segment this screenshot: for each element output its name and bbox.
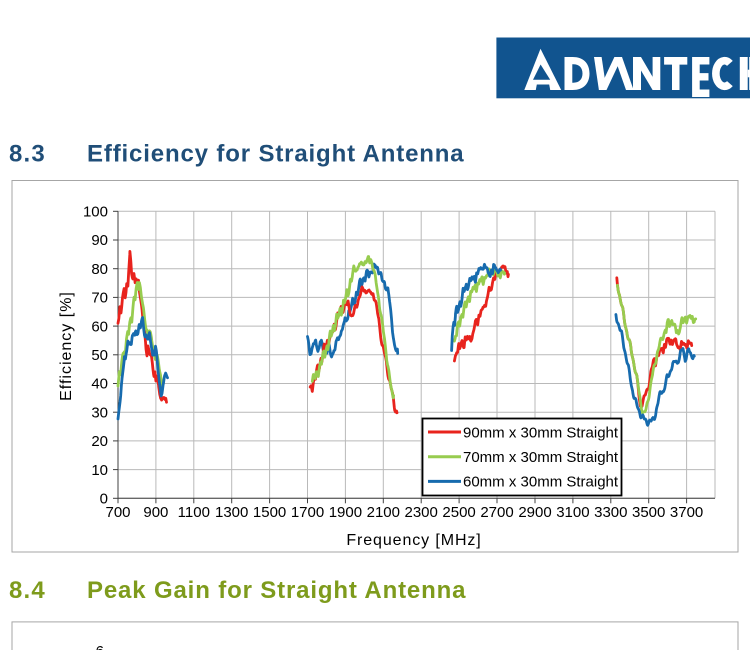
svg-text:2500: 2500 [442,504,475,521]
svg-text:8.3: 8.3 [9,141,46,168]
svg-text:900: 900 [143,504,168,521]
svg-text:70: 70 [91,290,108,307]
svg-text:60mm x 30mm Straight: 60mm x 30mm Straight [463,474,619,491]
svg-text:Frequency [MHz]: Frequency [MHz] [346,532,481,549]
svg-text:2700: 2700 [480,504,513,521]
svg-text:2300: 2300 [405,504,438,521]
svg-text:90mm x 30mm Straight: 90mm x 30mm Straight [463,424,619,441]
svg-text:10: 10 [91,462,108,479]
svg-text:Efficiency for Straight Antenn: Efficiency for Straight Antenna [87,141,465,168]
svg-text:8.4: 8.4 [9,577,46,604]
svg-text:3500: 3500 [632,504,665,521]
svg-text:3100: 3100 [556,504,589,521]
svg-text:2100: 2100 [367,504,400,521]
svg-text:6: 6 [96,643,104,650]
svg-text:90: 90 [91,232,108,249]
svg-text:3700: 3700 [670,504,703,521]
svg-text:40: 40 [91,376,108,393]
svg-text:60: 60 [91,318,108,335]
svg-text:1700: 1700 [291,504,324,521]
svg-text:1500: 1500 [253,504,286,521]
svg-text:70mm x 30mm Straight: 70mm x 30mm Straight [463,449,619,466]
svg-text:1900: 1900 [329,504,362,521]
svg-text:1100: 1100 [178,504,210,521]
svg-text:Peak Gain for Straight Antenna: Peak Gain for Straight Antenna [87,577,466,604]
svg-text:3300: 3300 [594,504,627,521]
svg-text:30: 30 [91,404,108,421]
svg-text:700: 700 [105,504,130,521]
svg-text:20: 20 [91,433,108,450]
svg-text:80: 80 [91,261,108,278]
svg-text:Efficiency [%]: Efficiency [%] [58,291,75,401]
svg-text:50: 50 [91,347,108,364]
svg-text:2900: 2900 [518,504,551,521]
svg-text:0: 0 [100,491,108,508]
svg-text:1300: 1300 [215,504,248,521]
svg-text:100: 100 [83,204,108,221]
